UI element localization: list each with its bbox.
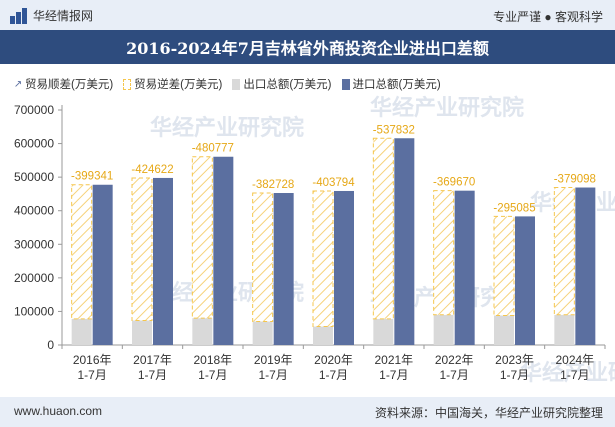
x-tick-label: 2022年 1-7月 [435,353,474,382]
y-tick-label: 100000 [14,304,54,318]
deficit-data-label: -369670 [433,177,475,189]
legend-item-surplus: ↗ 贸易顺差(万美元) [14,76,113,92]
x-tick-label: 2018年 1-7月 [193,353,232,382]
deficit-data-label: -480777 [192,143,234,155]
deficit-bar [71,184,93,320]
deficit-bar [191,156,213,319]
imports-bar [575,187,596,345]
watermark-0: 华经产业研究院 [150,115,304,140]
legend-label-imports: 进口总额(万美元) [352,79,441,91]
footer: www.huaon.com 资料来源：中国海关，华经产业研究院整理 [0,397,615,427]
legend-label-exports: 出口总额(万美元) [243,79,332,91]
imports-bar [273,193,294,345]
deficit-bar [312,190,334,328]
surplus-swatch-icon: ↗ [13,78,23,90]
y-tick-label: 700000 [14,103,54,117]
brand[interactable]: 华经情报网 [10,7,93,24]
y-tick-label: 600000 [14,137,54,151]
legend-item-exports: 出口总额(万美元) [232,76,332,92]
x-tick-label: 2020年 1-7月 [314,353,353,382]
deficit-data-label: -403794 [312,177,355,189]
watermark-1: 华经产业研究院 [370,95,524,120]
exports-bar [494,315,514,345]
imports-bar [92,184,113,345]
exports-bar [132,320,152,345]
y-tick-label: 400000 [14,204,54,218]
exports-swatch-icon [232,78,241,90]
deficit-data-label: -382728 [252,179,294,191]
y-tick-label: 200000 [14,271,54,285]
deficit-bar [433,190,455,316]
legend-label-surplus: 贸易顺差(万美元) [25,79,114,91]
x-tick-label: 2023年 1-7月 [495,353,534,382]
legend-label-deficit: 贸易逆差(万美元) [134,79,223,91]
exports-bar [313,326,333,345]
footer-site-link[interactable]: www.huaon.com [14,404,103,418]
imports-swatch-icon [341,78,350,90]
imports-bar [334,190,354,345]
imports-bar [454,190,475,345]
deficit-bar [493,215,515,316]
logo-icon [10,7,28,24]
deficit-bar [553,187,575,316]
deficit-data-label: -424622 [131,164,173,176]
tagline: 专业严谨 ● 客观科学 [493,10,603,24]
exports-bar [252,321,273,345]
y-tick-label: 500000 [14,170,54,184]
exports-bar [433,314,454,345]
deficit-data-label: -399341 [71,171,113,183]
top-bar: 华经情报网 专业严谨 ● 客观科学 [0,0,615,30]
legend-item-imports: 进口总额(万美元) [341,76,441,92]
deficit-data-label: -295085 [493,202,535,214]
y-tick-label: 300000 [14,237,54,251]
deficit-data-label: -537832 [373,124,415,136]
watermark-5: 华经产业研究院 [520,360,615,385]
legend: ↗ 贸易顺差(万美元) 贸易逆差(万美元) 出口总额(万美元) 进口总额(万美元… [14,76,441,92]
x-tick-label: 2021年 1-7月 [374,353,413,382]
x-tick-label: 2019年 1-7月 [254,353,293,382]
imports-bar [394,138,415,345]
exports-bar [71,318,92,345]
exports-bar [192,318,213,345]
deficit-data-label: -379098 [554,174,596,186]
deficit-bar [131,177,153,321]
imports-bar [515,216,535,345]
exports-bar [554,314,575,345]
brand-name: 华经情报网 [33,9,94,23]
deficit-swatch-icon [123,78,132,90]
y-tick-label: 0 [47,338,54,352]
deficit-bar [372,137,394,320]
x-tick-label: 2016年 1-7月 [73,353,112,382]
deficit-bar [252,192,274,322]
legend-item-deficit: 贸易逆差(万美元) [123,76,222,92]
exports-bar [373,318,394,345]
imports-bar [153,177,173,345]
x-tick-label: 2017年 1-7月 [133,353,172,382]
x-tick-label: 2024年 1-7月 [555,353,594,382]
imports-bar [213,156,234,345]
footer-source: 资料来源：中国海关，华经产业研究院整理 [374,406,603,420]
chart-title: 2016-2024年7月吉林省外商投资企业进出口差额 [0,30,615,64]
